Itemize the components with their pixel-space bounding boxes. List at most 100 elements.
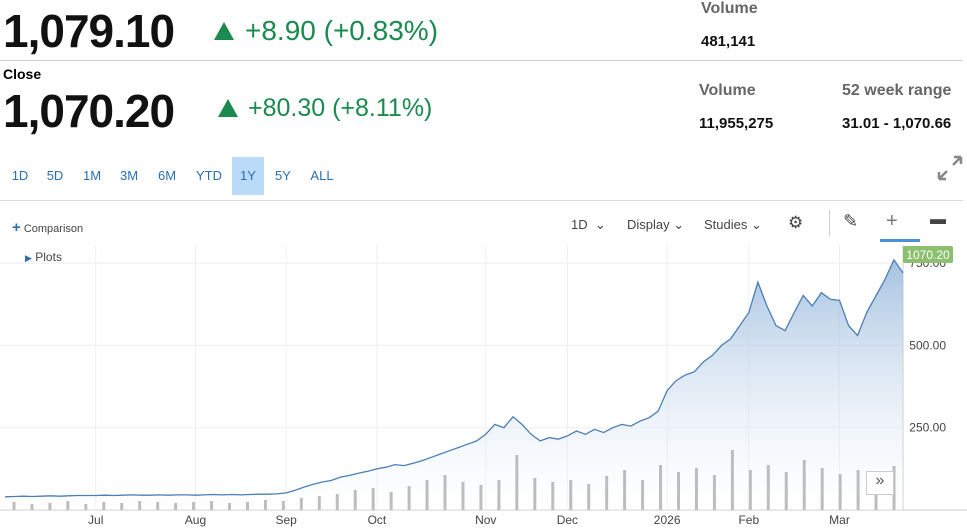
draw-button[interactable]: ✎ — [843, 211, 859, 231]
interval-text: 1D — [571, 217, 588, 232]
volume-bar — [694, 468, 698, 510]
volume: 481,141 — [701, 33, 756, 50]
last-price-badge — [903, 246, 953, 263]
crosshair-button[interactable]: + — [886, 210, 898, 232]
volume-bar — [461, 482, 465, 510]
volume-bar — [299, 498, 303, 510]
volume-bar — [138, 501, 142, 510]
volume-bar — [605, 476, 609, 510]
volume-bar — [515, 455, 519, 510]
volume-bar — [677, 472, 680, 510]
x-tick-label: Nov — [475, 513, 496, 527]
expand-icon[interactable] — [937, 155, 963, 181]
volume-bar — [641, 480, 645, 510]
volume-bar — [174, 503, 178, 510]
studies-button[interactable]: Studies ⌄ — [704, 217, 762, 232]
volume-bar — [569, 480, 573, 510]
volume-bar — [156, 502, 160, 510]
volume-bar — [30, 504, 34, 510]
close-label: Close — [3, 66, 42, 82]
x-tick-label: Dec — [557, 513, 578, 527]
x-tick-label: Jul — [88, 513, 103, 527]
range: 31.01 - 1,070.66 — [842, 115, 952, 132]
range-button[interactable]: 1D — [11, 168, 29, 183]
range-button[interactable]: 3M — [119, 168, 139, 183]
close-change: +80.30 (+8.11%) — [248, 94, 433, 122]
display-text: Display — [627, 217, 670, 232]
interval-button[interactable]: 1D ⌄ — [571, 217, 606, 232]
volume-bar — [228, 503, 231, 510]
comparison-button[interactable]: + Comparison — [12, 219, 84, 236]
volume-bar — [102, 502, 106, 510]
scroll-button[interactable]: » — [866, 471, 894, 495]
volume-bar — [587, 484, 591, 510]
y-tick-label: 250.00 — [909, 421, 946, 435]
range-button[interactable]: 1M — [82, 168, 102, 183]
price-area — [5, 259, 903, 510]
volume-bar — [245, 502, 249, 510]
comparison-text: Comparison — [23, 223, 84, 235]
display-button[interactable]: Display ⌄ — [627, 217, 685, 232]
volume-bar — [407, 486, 411, 510]
volume-bar — [353, 490, 357, 510]
volume-bar — [281, 501, 285, 510]
volume-bar — [210, 501, 214, 510]
change: +8.90 (+0.83%) — [245, 15, 439, 46]
volume-bar — [802, 460, 806, 510]
y-tick-label: 500.00 — [909, 338, 946, 352]
volume-bar — [838, 474, 842, 510]
volume-bar — [712, 475, 716, 510]
volume-bar — [66, 501, 70, 510]
volume-bar — [443, 475, 447, 510]
range-button[interactable]: 5Y — [275, 168, 291, 183]
close-volume: 11,955,275 — [699, 115, 774, 132]
volume-bar — [192, 502, 196, 510]
volume-bar — [479, 485, 483, 510]
volume-bar — [533, 478, 537, 510]
studies-text: Studies — [704, 217, 748, 232]
x-tick-label: Mar — [829, 513, 850, 527]
x-tick-label: Oct — [368, 513, 387, 527]
comment-button[interactable]: ▬ — [930, 211, 946, 228]
close-price: 1,070.20 — [3, 85, 175, 137]
volume-bar — [623, 470, 627, 510]
plots-button[interactable]: ▶ Plots — [25, 250, 62, 264]
close-volume-label: Volume — [699, 82, 756, 99]
range-button[interactable]: ALL — [310, 168, 334, 183]
last-price: 1,079.10 — [3, 5, 175, 57]
range-button[interactable]: YTD — [196, 168, 222, 183]
range-button[interactable]: 6M — [157, 168, 177, 183]
volume-bar — [12, 502, 16, 510]
volume-label: Volume — [701, 0, 758, 17]
volume-bar — [371, 488, 375, 510]
x-tick-label: 2026 — [654, 513, 681, 527]
divider — [829, 210, 830, 236]
volume-bar — [748, 470, 752, 510]
volume-bar — [425, 480, 429, 510]
volume-bar — [497, 480, 501, 510]
settings-button[interactable]: ⚙ — [788, 213, 804, 232]
range-button[interactable]: 5D — [46, 168, 64, 183]
x-tick-label: Aug — [185, 513, 206, 527]
volume-bar — [730, 450, 734, 510]
volume-bar — [84, 504, 88, 510]
range-button[interactable]: 1Y — [232, 157, 264, 195]
last-price-label: 1070.20 — [906, 248, 950, 262]
volume-bar — [766, 465, 770, 510]
volume-bar — [263, 500, 267, 510]
volume-bar — [389, 492, 393, 510]
x-tick-label: Feb — [738, 513, 759, 527]
up-icon — [218, 99, 238, 117]
plots-text: Plots — [35, 250, 62, 264]
range-label: 52 week range — [842, 82, 952, 99]
volume-bar — [551, 482, 555, 510]
active-tool — [880, 239, 920, 242]
volume-bar — [335, 494, 339, 510]
up-icon — [214, 22, 234, 40]
volume-bar — [659, 465, 663, 510]
volume-bar — [120, 503, 124, 510]
volume-bar — [856, 470, 860, 510]
volume-bar — [784, 472, 788, 510]
